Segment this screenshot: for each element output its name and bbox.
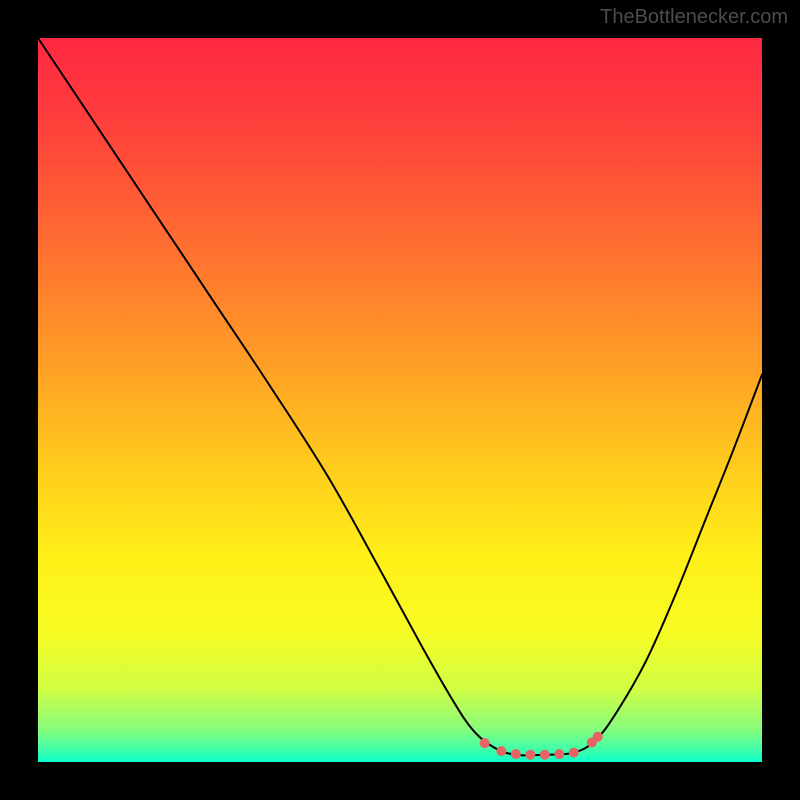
chart-container: TheBottlenecker.com — [0, 0, 800, 800]
plot-background — [38, 38, 762, 762]
optimal-marker-6 — [569, 748, 579, 758]
optimal-marker-5 — [554, 749, 564, 759]
optimal-marker-3 — [525, 750, 535, 760]
optimal-marker-4 — [540, 750, 550, 760]
optimal-marker-8 — [593, 732, 603, 742]
watermark-text: TheBottlenecker.com — [600, 6, 788, 29]
optimal-marker-2 — [511, 749, 521, 759]
optimal-marker-0 — [480, 738, 490, 748]
bottleneck-curve-chart — [0, 0, 800, 800]
optimal-marker-1 — [496, 746, 506, 756]
